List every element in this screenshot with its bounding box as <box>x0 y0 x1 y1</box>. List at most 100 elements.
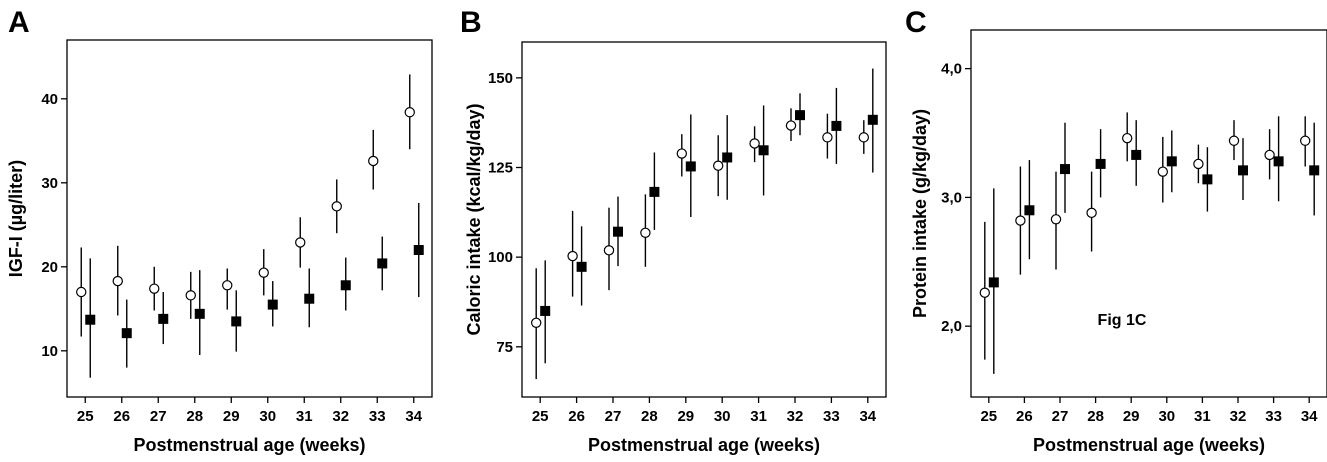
data-point-circle <box>567 250 578 262</box>
data-point-square <box>540 305 551 316</box>
x-tick-label: 31 <box>296 408 313 425</box>
data-point-circle <box>1299 135 1311 146</box>
data-point-circle <box>185 290 196 301</box>
x-axis-title: Postmenstrual age (weeks) <box>588 435 820 455</box>
y-axis-title: Caloric intake (kcal/kg/day) <box>464 103 484 335</box>
x-tick-label: 33 <box>1265 408 1282 425</box>
data-point-circle <box>1228 135 1240 146</box>
data-point-circle <box>531 317 542 328</box>
x-tick-label: 32 <box>787 408 804 425</box>
data-point-circle <box>404 107 415 118</box>
data-point-circle <box>222 280 233 291</box>
x-tick-label: 25 <box>532 408 549 425</box>
y-tick-label: 40 <box>41 91 58 108</box>
x-axis-title: Postmenstrual age (weeks) <box>133 435 365 455</box>
x-tick-label: 29 <box>1123 408 1140 425</box>
x-tick-label: 25 <box>77 408 94 425</box>
x-tick-label: 34 <box>1301 408 1318 425</box>
x-tick-label: 27 <box>605 408 622 425</box>
x-tick-label: 33 <box>823 408 840 425</box>
x-tick-label: 32 <box>1230 408 1247 425</box>
data-point-circle <box>676 148 688 159</box>
data-point-square <box>685 161 696 172</box>
data-point-square <box>1060 164 1070 175</box>
data-point-square <box>613 226 623 237</box>
data-point-square <box>340 280 351 291</box>
data-point-circle <box>1015 215 1026 226</box>
y-axis-title: Protein intake (g/kg/day) <box>910 109 930 318</box>
panel-letter: C <box>905 6 927 39</box>
data-point-circle <box>295 237 306 248</box>
data-point-square <box>1095 158 1106 169</box>
x-tick-label: 30 <box>714 408 731 425</box>
data-point-square <box>1273 156 1284 167</box>
x-tick-label: 30 <box>1158 408 1175 425</box>
data-point-circle <box>331 201 342 212</box>
data-point-square <box>988 277 999 288</box>
y-tick-label: 125 <box>488 160 513 177</box>
x-tick-label: 26 <box>1016 408 1033 425</box>
data-point-circle <box>858 132 870 143</box>
y-tick-label: 2,0 <box>941 318 962 335</box>
y-tick-label: 10 <box>41 343 58 360</box>
y-tick-label: 100 <box>488 249 513 266</box>
data-point-square <box>1309 165 1320 176</box>
x-tick-label: 31 <box>750 408 767 425</box>
data-point-square <box>304 293 315 304</box>
x-tick-label: 28 <box>1087 408 1104 425</box>
data-point-square <box>1024 205 1035 216</box>
data-point-square <box>758 145 769 156</box>
data-point-circle <box>1193 158 1204 170</box>
data-point-circle <box>112 275 123 287</box>
y-tick-label: 3,0 <box>941 189 962 206</box>
data-point-circle <box>749 138 760 149</box>
data-point-circle <box>713 160 724 171</box>
data-point-circle <box>76 286 87 298</box>
data-point-square <box>158 313 169 324</box>
data-point-square <box>649 186 660 197</box>
plot-frame <box>521 41 887 398</box>
data-point-square <box>1166 156 1177 167</box>
x-tick-label: 33 <box>369 408 386 425</box>
y-tick-label: 20 <box>41 259 58 276</box>
data-point-square <box>267 299 278 310</box>
data-point-square <box>194 308 205 319</box>
data-point-circle <box>1264 149 1275 161</box>
data-point-square <box>231 316 242 327</box>
y-tick-label: 75 <box>496 339 513 356</box>
y-tick-label: 150 <box>488 70 513 87</box>
x-tick-label: 26 <box>568 408 585 425</box>
x-tick-label: 27 <box>150 408 167 425</box>
panel-c <box>965 29 1327 403</box>
x-tick-label: 26 <box>113 408 130 425</box>
data-point-circle <box>1121 132 1133 144</box>
panel-b <box>516 41 887 403</box>
x-tick-label: 31 <box>1194 408 1211 425</box>
x-tick-label: 25 <box>980 408 997 425</box>
y-tick-label: 4,0 <box>941 61 962 78</box>
data-point-circle <box>1157 166 1169 177</box>
data-point-square <box>795 110 805 121</box>
x-tick-label: 34 <box>405 408 422 425</box>
x-axis-title: Postmenstrual age (weeks) <box>1033 435 1265 455</box>
data-point-square <box>377 258 388 269</box>
data-point-circle <box>822 132 833 143</box>
x-tick-label: 28 <box>186 408 203 425</box>
x-tick-label: 30 <box>259 408 276 425</box>
data-point-circle <box>640 227 651 238</box>
data-point-square <box>121 328 132 339</box>
x-tick-label: 34 <box>859 408 876 425</box>
y-tick-label: 30 <box>41 175 58 192</box>
data-point-square <box>576 261 587 272</box>
data-point-circle <box>368 155 379 167</box>
data-point-square <box>1202 174 1213 185</box>
data-point-circle <box>149 283 160 294</box>
data-point-square <box>413 245 424 255</box>
x-tick-label: 29 <box>677 408 694 425</box>
data-point-circle <box>258 267 269 278</box>
data-point-circle <box>1050 214 1062 225</box>
x-tick-label: 32 <box>332 408 349 425</box>
y-axis-title: IGF-I (µg/liter) <box>6 160 26 277</box>
